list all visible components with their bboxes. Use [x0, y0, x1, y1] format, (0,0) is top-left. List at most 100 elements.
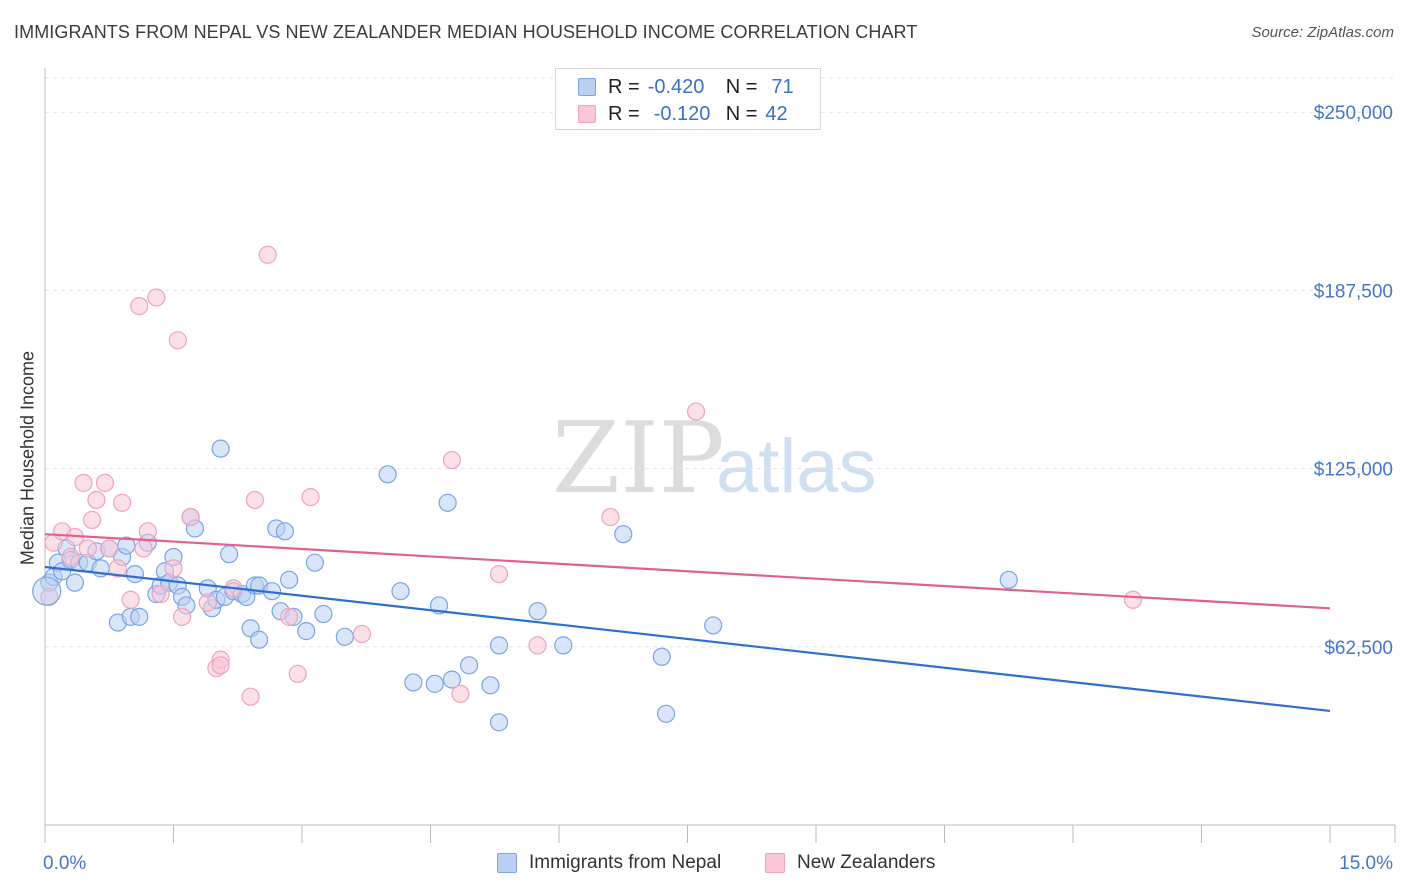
x-tick-label-end: 15.0% — [1339, 853, 1393, 874]
gridlines — [45, 77, 1395, 648]
newzealand-point — [528, 636, 547, 655]
legend-item-nepal[interactable]: Immigrants from Nepal — [497, 852, 721, 874]
newzealand-point — [100, 539, 119, 558]
newzealand-point — [686, 402, 706, 421]
nepal-point — [425, 674, 444, 693]
legend-r-value: -0.420 — [647, 75, 705, 98]
nepal-point — [280, 570, 299, 589]
legend-r-value: -0.120 — [653, 102, 711, 125]
y-tick-label: $62,500 — [1324, 638, 1393, 659]
legend-n-label: N = — [725, 102, 758, 125]
legend-row-newzealand: R = -0.120 N = 42 — [578, 102, 788, 126]
legend-label-nepal: Immigrants from Nepal — [529, 852, 722, 873]
newzealand-point — [301, 488, 320, 507]
nepal-point — [438, 493, 457, 512]
newzealand-trend-line — [44, 533, 1331, 610]
nepal-point — [554, 636, 573, 655]
nepal-point — [130, 607, 149, 626]
newzealand-point — [288, 664, 307, 683]
legend-item-newzealand[interactable]: New Zealanders — [765, 852, 935, 874]
newzealand-point — [164, 559, 183, 578]
newzealand-point — [172, 607, 192, 626]
newzealand-point — [74, 473, 93, 492]
newzealand-point — [112, 493, 132, 512]
y-tick-label: $125,000 — [1314, 460, 1393, 481]
nepal-point — [489, 636, 509, 655]
nepal-point — [378, 465, 397, 484]
newzealand-point — [134, 539, 153, 558]
newzealand-point — [95, 473, 115, 492]
watermark-zip: ZIP — [552, 402, 725, 516]
newzealand-point — [61, 547, 80, 567]
nepal-point — [481, 676, 500, 695]
newzealand-point — [87, 490, 106, 510]
nepal-point — [489, 713, 509, 732]
nepal-point — [250, 630, 269, 649]
chart-title: IMMIGRANTS FROM NEPAL VS NEW ZEALANDER M… — [14, 22, 918, 42]
nepal-point — [614, 525, 633, 544]
nepal-point — [999, 570, 1018, 589]
x-tick-label-start: 0.0% — [43, 853, 86, 874]
newzealand-point — [245, 490, 264, 510]
newzealand-point — [83, 510, 102, 530]
newzealand-point — [121, 590, 140, 609]
newzealand-point — [451, 684, 470, 703]
newzealand-point — [181, 507, 200, 527]
nepal-point — [65, 573, 85, 592]
watermark-atlas: atlas — [716, 424, 877, 509]
nepal-point — [335, 627, 354, 646]
newzealand-point — [601, 507, 620, 527]
y-tick-label: $187,500 — [1314, 281, 1393, 302]
nepal-point — [656, 704, 676, 723]
newzealand-point — [78, 539, 97, 558]
newzealand-point — [151, 584, 170, 604]
newzealand-point — [352, 624, 372, 644]
legend-n-value: 71 — [771, 75, 794, 98]
legend-n-label: N = — [725, 75, 758, 98]
newzealand-point — [489, 564, 509, 584]
nepal-point — [391, 582, 410, 601]
newzealand-point — [442, 450, 462, 470]
newzealand-point — [258, 245, 277, 264]
nepal-point — [652, 647, 671, 666]
newzealand-point — [108, 559, 127, 578]
chart-source: Source: ZipAtlas.com — [1251, 24, 1394, 41]
newzealand-point — [198, 593, 217, 612]
scatter-points — [32, 245, 1143, 732]
newzealand-point — [241, 687, 260, 706]
tick-labels: $62,500 $125,000 $187,500 $250,000 0.0% 15.0% — [43, 103, 1393, 874]
legend-n-value: 42 — [765, 102, 788, 125]
trend-lines — [44, 533, 1331, 713]
nepal-point — [442, 670, 462, 689]
nepal-point — [305, 553, 324, 572]
nepal-point — [297, 622, 316, 641]
nepal-point — [528, 602, 547, 621]
legend-label-newzealand: New Zealanders — [797, 852, 936, 873]
legend-swatch-nepal — [578, 78, 596, 96]
nepal-point — [275, 522, 294, 541]
legend-swatch-newzealand — [578, 105, 596, 123]
legend-r-label: R = — [608, 102, 640, 125]
nepal-point — [704, 616, 723, 635]
newzealand-point — [280, 607, 299, 626]
axes — [44, 68, 1396, 843]
newzealand-point — [138, 522, 157, 541]
legend-r-label: R = — [608, 75, 640, 98]
newzealand-point — [211, 656, 230, 675]
nepal-point — [404, 673, 423, 692]
newzealand-point — [1123, 590, 1143, 609]
newzealand-point — [130, 296, 149, 316]
y-tick-label: $250,000 — [1314, 103, 1393, 124]
legend-swatch-newzealand — [765, 853, 785, 873]
newzealand-point — [147, 288, 166, 307]
nepal-point — [220, 545, 239, 564]
nepal-point — [459, 656, 479, 675]
newzealand-point — [168, 331, 187, 350]
nepal-trend-line — [44, 565, 1331, 713]
nepal-point — [32, 576, 62, 606]
legend-row-nepal: R = -0.420 N = 71 — [578, 75, 794, 99]
legend-swatch-nepal — [497, 853, 517, 873]
nepal-point — [125, 564, 145, 584]
correlation-legend: R = -0.420 N = 71 R = -0.120 N = 42 — [555, 68, 821, 130]
